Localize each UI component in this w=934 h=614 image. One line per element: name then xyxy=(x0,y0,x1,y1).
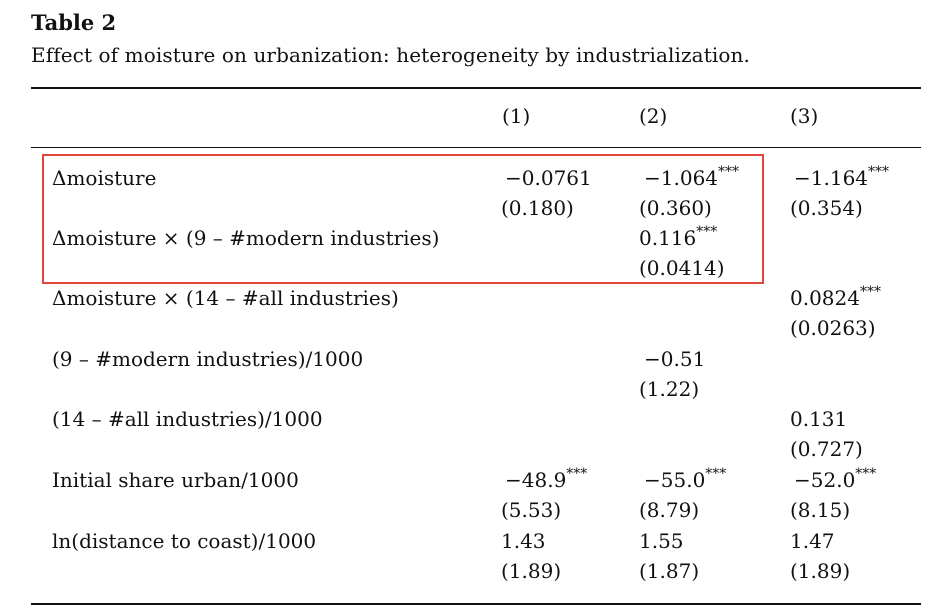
highlight-box xyxy=(42,154,764,284)
std-error-cell: (0.0263) xyxy=(790,316,876,340)
std-error-cell: (0.354) xyxy=(790,196,863,220)
std-error-cell: (8.79) xyxy=(639,498,700,522)
std-error-cell: (1.22) xyxy=(639,377,700,401)
header-rule xyxy=(31,147,921,148)
table-caption: Effect of moisture on urbanization: hete… xyxy=(31,43,750,67)
std-error-cell: (0.180) xyxy=(501,196,574,220)
row-label-moisture-all-interaction: Δmoisture × (14 – #all industries) xyxy=(52,286,399,310)
std-error-cell: (5.53) xyxy=(501,498,562,522)
std-error-cell: (1.89) xyxy=(790,559,851,583)
estimate-cell: 1.55 xyxy=(639,529,684,553)
std-error-cell: (0.0414) xyxy=(639,256,725,280)
std-error-cell: (0.727) xyxy=(790,437,863,461)
column-header-3: (3) xyxy=(790,104,819,128)
std-error-cell: (0.360) xyxy=(639,196,712,220)
bottom-rule xyxy=(31,603,921,605)
std-error-cell: (8.15) xyxy=(790,498,851,522)
estimate-cell: −0.0761 xyxy=(505,166,592,190)
row-label-modern-industries: (9 – #modern industries)/1000 xyxy=(52,347,364,371)
estimate-cell: −48.9*** xyxy=(505,466,588,492)
std-error-cell: (1.89) xyxy=(501,559,562,583)
top-rule xyxy=(31,87,921,89)
estimate-cell: −1.164*** xyxy=(794,164,890,190)
row-label-moisture: Δmoisture xyxy=(52,166,157,190)
estimate-cell: −52.0*** xyxy=(794,466,877,492)
estimate-cell: −55.0*** xyxy=(644,466,727,492)
table-label: Table 2 xyxy=(31,10,117,35)
std-error-cell: (1.87) xyxy=(639,559,700,583)
estimate-cell: 0.0824*** xyxy=(790,284,881,310)
column-header-2: (2) xyxy=(639,104,668,128)
estimate-cell: 1.47 xyxy=(790,529,835,553)
row-label-moisture-modern-interaction: Δmoisture × (9 – #modern industries) xyxy=(52,226,440,250)
estimate-cell: −0.51 xyxy=(644,347,706,371)
estimate-cell: −1.064*** xyxy=(644,164,740,190)
estimate-cell: 0.116*** xyxy=(639,224,718,250)
estimate-cell: 0.131 xyxy=(790,407,848,431)
row-label-distance-to-coast: ln(distance to coast)/1000 xyxy=(52,529,317,553)
estimate-cell: 1.43 xyxy=(501,529,546,553)
column-header-1: (1) xyxy=(502,104,531,128)
row-label-initial-share-urban: Initial share urban/1000 xyxy=(52,468,299,492)
row-label-all-industries: (14 – #all industries)/1000 xyxy=(52,407,323,431)
